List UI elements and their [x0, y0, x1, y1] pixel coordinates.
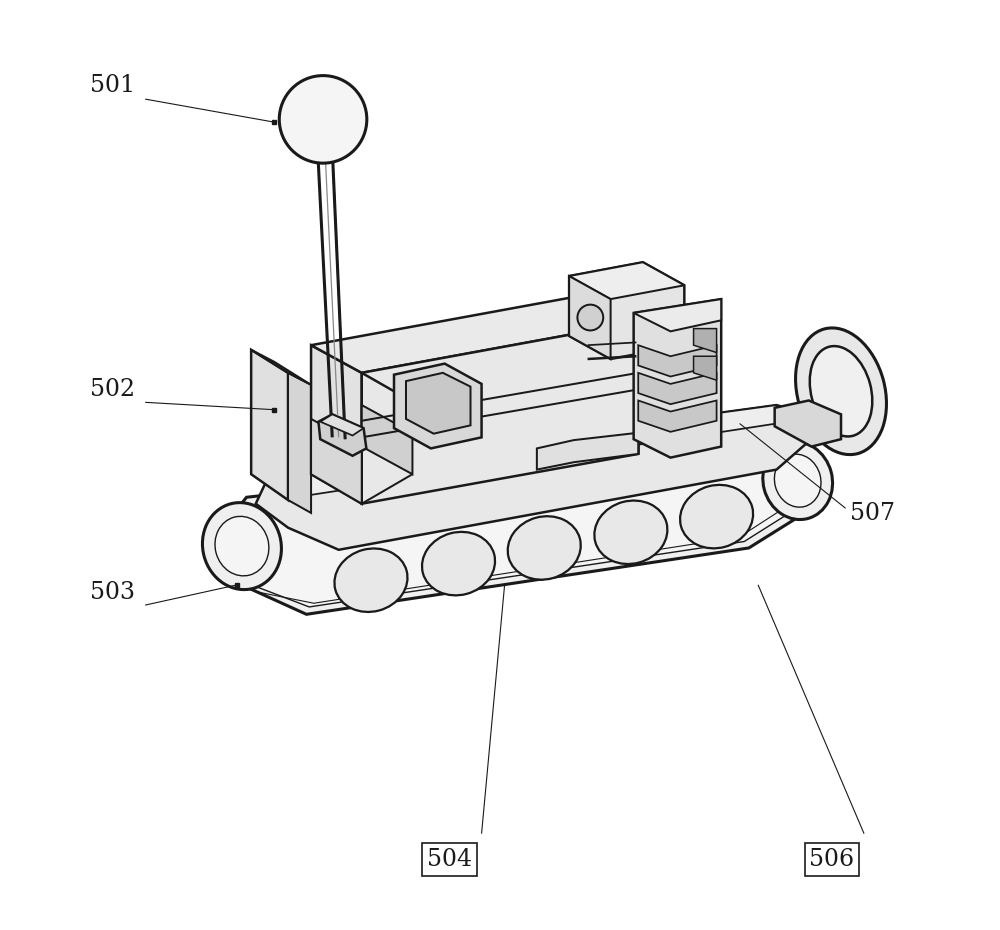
Polygon shape: [270, 405, 777, 498]
Ellipse shape: [508, 516, 581, 579]
Polygon shape: [318, 414, 366, 456]
Ellipse shape: [334, 549, 407, 612]
Polygon shape: [569, 262, 684, 299]
Text: 501: 501: [90, 73, 135, 97]
Polygon shape: [634, 299, 721, 458]
Ellipse shape: [279, 75, 367, 163]
Polygon shape: [251, 350, 288, 500]
Polygon shape: [311, 345, 362, 504]
Polygon shape: [638, 401, 717, 432]
Ellipse shape: [215, 516, 269, 576]
Polygon shape: [569, 276, 611, 359]
Polygon shape: [569, 262, 684, 359]
Text: 503: 503: [90, 580, 135, 604]
Text: 507: 507: [850, 502, 895, 525]
Ellipse shape: [594, 500, 667, 564]
Polygon shape: [210, 439, 823, 615]
Polygon shape: [311, 295, 638, 373]
Polygon shape: [694, 356, 717, 380]
Polygon shape: [537, 432, 638, 470]
Ellipse shape: [202, 502, 281, 590]
Ellipse shape: [422, 532, 495, 595]
Polygon shape: [223, 447, 812, 607]
Polygon shape: [406, 373, 471, 433]
Polygon shape: [256, 405, 813, 550]
Polygon shape: [775, 401, 841, 446]
Text: 506: 506: [809, 848, 854, 871]
Polygon shape: [634, 299, 721, 331]
Text: 504: 504: [427, 848, 472, 871]
Polygon shape: [288, 373, 311, 513]
Polygon shape: [311, 418, 362, 504]
Ellipse shape: [577, 305, 603, 330]
Text: 502: 502: [90, 378, 135, 401]
Ellipse shape: [774, 454, 821, 507]
Ellipse shape: [763, 442, 833, 520]
Polygon shape: [638, 373, 717, 405]
Polygon shape: [638, 345, 717, 377]
Ellipse shape: [680, 485, 753, 549]
Ellipse shape: [810, 346, 872, 436]
Polygon shape: [320, 414, 364, 435]
Ellipse shape: [796, 328, 886, 455]
Polygon shape: [694, 328, 717, 352]
Polygon shape: [362, 405, 412, 474]
Polygon shape: [251, 350, 311, 385]
Polygon shape: [362, 322, 638, 504]
Polygon shape: [394, 364, 482, 448]
